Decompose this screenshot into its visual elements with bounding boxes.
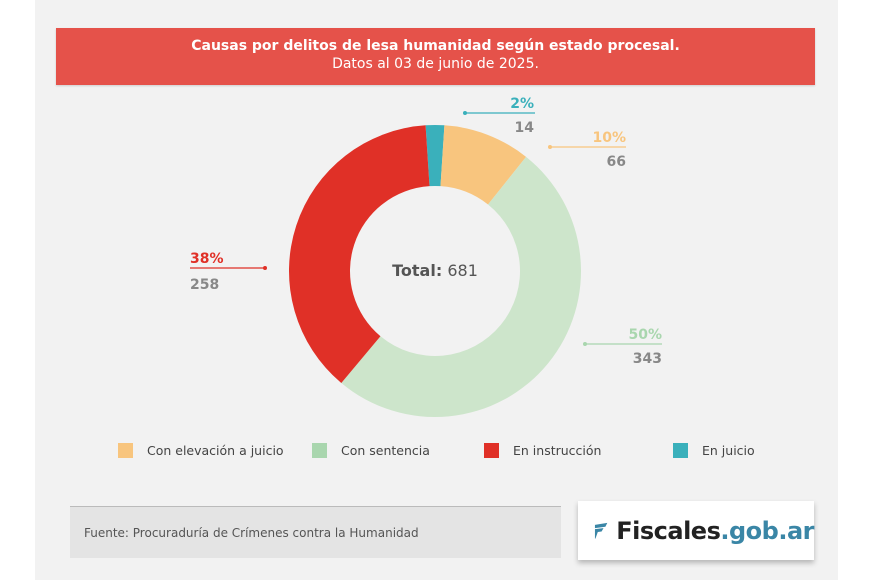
legend-swatch [484,443,499,458]
callout-dot [463,111,467,115]
legend-label: Con elevación a juicio [147,443,284,458]
chart-subtitle: Datos al 03 de junio de 2025. [332,56,539,72]
donut-slice-en-juicio [425,125,445,187]
center-total: Total: 681 [392,261,478,280]
donut-slice-con-elevación-a-juicio [440,125,527,205]
data-label-percent: 10% [592,130,626,146]
data-label-percent: 2% [510,96,534,112]
legend-label: En instrucción [513,443,602,458]
legend-item-elevacion: Con elevación a juicio [118,443,284,458]
logo-f-icon [594,522,608,539]
legend-swatch [312,443,327,458]
legend-label: Con sentencia [341,443,430,458]
data-label-value: 258 [190,277,219,293]
center-label: Total: [392,261,442,280]
donut-slice-con-sentencia [341,156,581,417]
data-label-percent: 38% [190,251,224,267]
data-label-value: 14 [515,120,535,136]
legend-swatch [673,443,688,458]
legend-swatch [118,443,133,458]
infographic-panel [35,0,838,580]
legend-item-sentencia: Con sentencia [312,443,430,458]
chart-title: Causas por delitos de lesa humanidad seg… [191,38,680,54]
donut-slice-en-instrucción [289,125,430,383]
data-label-value: 343 [633,351,662,367]
fiscales-logo[interactable]: Fiscales.gob.ar [578,501,814,560]
source-note: Fuente: Procuraduría de Crímenes contra … [70,506,561,558]
callout-dot [548,145,552,149]
data-label-value: 66 [607,154,626,170]
legend-item-juicio: En juicio [673,443,755,458]
center-value: 681 [447,261,478,280]
logo-text: Fiscales.gob.ar [616,516,814,545]
legend-label: En juicio [702,443,755,458]
legend-item-instruccion: En instrucción [484,443,601,458]
callout-dot [263,266,267,270]
data-label-percent: 50% [628,327,662,343]
chart-header: Causas por delitos de lesa humanidad seg… [56,28,815,85]
callout-dot [583,342,587,346]
